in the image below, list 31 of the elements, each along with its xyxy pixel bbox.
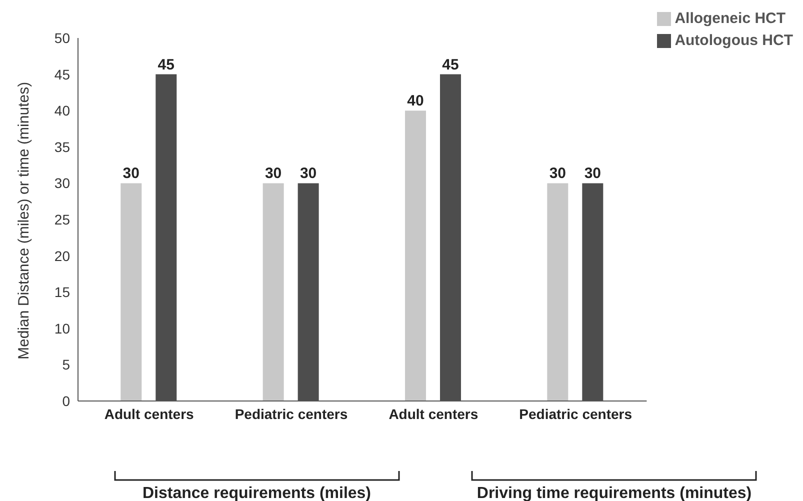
x-tick-label: Adult centers (104, 406, 194, 422)
data-label: 30 (300, 165, 317, 182)
y-tick-label: 40 (54, 102, 70, 119)
bar (547, 183, 568, 401)
x-tick-label: Pediatric centers (234, 406, 348, 422)
data-label: 45 (442, 56, 459, 74)
data-label: 30 (264, 165, 282, 182)
y-tick-label: 50 (54, 30, 70, 46)
bar (262, 183, 284, 401)
y-tick-label: 5 (62, 356, 70, 373)
y-tick-label: 35 (54, 138, 70, 155)
y-tick-label: 45 (54, 66, 70, 82)
legend-label: Allogeneic HCT (674, 10, 786, 27)
y-tick-label: 30 (54, 175, 70, 192)
x-tick-label: Adult centers (388, 406, 478, 422)
legend-label: Autologous HCT (674, 32, 793, 49)
data-label: 30 (122, 165, 140, 182)
y-tick-label: 25 (54, 211, 70, 228)
y-tick-label: 20 (54, 248, 70, 264)
data-label: 45 (158, 56, 174, 74)
text: Distance requirements (miles) (141, 485, 372, 501)
data-label: 40 (407, 92, 424, 110)
y-tick-label: 15 (54, 284, 70, 300)
data-label: 30 (584, 165, 602, 182)
bar (120, 183, 142, 401)
y-axis-title: Median Distance (miles) or time (minutes) (15, 82, 32, 360)
y-tick-label: 10 (54, 320, 70, 336)
data-label: 30 (549, 165, 566, 182)
bar (404, 110, 426, 401)
y-tick-label: 0 (62, 392, 70, 409)
x-tick-label: Pediatric centers (519, 406, 632, 422)
